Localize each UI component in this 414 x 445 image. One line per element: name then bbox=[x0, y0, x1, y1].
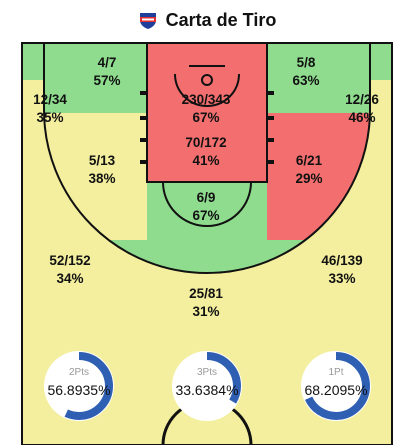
gauge-3pts-arc bbox=[173, 352, 241, 420]
gauge-3pts-label: 3Pts bbox=[196, 367, 218, 378]
zone-label-left-top: 4/7 57% bbox=[93, 55, 121, 88]
zone-label-right-top: 5/8 63% bbox=[292, 55, 320, 88]
zone-right-top bbox=[267, 43, 370, 113]
zone-label-top-three: 25/81 31% bbox=[189, 286, 223, 319]
zone-label-top-key: 6/9 67% bbox=[192, 190, 220, 223]
page-title: Carta de Tiro bbox=[165, 9, 277, 30]
zone-label-right-corner: 12/26 46% bbox=[345, 92, 379, 125]
header: Carta de Tiro bbox=[0, 0, 414, 40]
gauge-1pt-label: 1Pt bbox=[328, 367, 344, 378]
zone-label-right-wing: 46/139 33% bbox=[321, 253, 363, 286]
gauge-2pts-label: 2Pts bbox=[68, 367, 90, 378]
zone-label-left-wing: 52/152 34% bbox=[49, 253, 91, 286]
zone-label-right-mid: 6/21 29% bbox=[295, 153, 323, 186]
gauge-1pt-value: 68.2095% bbox=[304, 382, 368, 398]
zone-label-left-mid: 5/13 38% bbox=[88, 153, 116, 186]
gauge-1pt-arc bbox=[302, 352, 370, 420]
zone-label-paint: 70/172 41% bbox=[185, 135, 227, 168]
team-logo-icon bbox=[139, 13, 156, 29]
zone-label-left-corner: 12/34 35% bbox=[33, 92, 67, 125]
zone-left-top bbox=[44, 43, 147, 113]
zone-label-restricted: 230/343 67% bbox=[181, 92, 231, 125]
gauge-2pts-arc bbox=[45, 352, 113, 420]
gauge-2pts-value: 56.8935% bbox=[47, 382, 111, 398]
gauge-3pts-value: 33.6384% bbox=[175, 382, 239, 398]
gauge-2pts bbox=[44, 351, 114, 421]
gauge-3pts bbox=[172, 351, 242, 421]
gauge-1pt bbox=[301, 351, 371, 421]
